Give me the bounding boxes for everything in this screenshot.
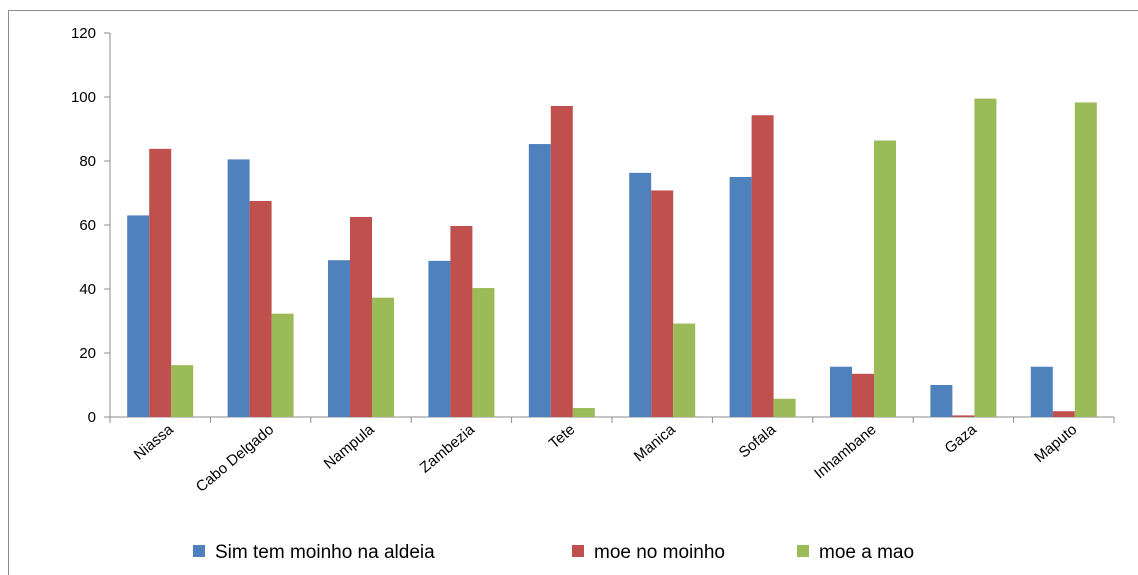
bar — [149, 148, 172, 417]
bar — [874, 140, 896, 417]
bar — [930, 385, 953, 417]
bar — [572, 408, 595, 417]
legend-swatch — [572, 545, 584, 557]
x-category-label: Cabo Delgado — [193, 421, 277, 496]
bar — [629, 172, 652, 417]
y-tick-label: 80 — [79, 153, 96, 170]
bar — [1052, 411, 1075, 417]
bar — [127, 215, 150, 417]
bar — [271, 313, 294, 417]
bar — [350, 217, 372, 417]
y-tick-label: 40 — [79, 281, 96, 298]
y-tick-label: 20 — [79, 345, 96, 362]
x-category-label: Sofala — [736, 421, 780, 462]
bar — [1074, 102, 1097, 417]
bar — [651, 190, 674, 417]
x-category-label: Niassa — [131, 421, 178, 464]
x-category-label: Gaza — [942, 421, 981, 457]
legend: Sim tem moinho na aldeia moe no moinho moe… — [193, 542, 914, 563]
x-category-label: Inhambane — [811, 421, 879, 482]
y-tick-label: 120 — [71, 25, 96, 42]
y-tick-label: 60 — [79, 217, 96, 234]
x-category-label: Tete — [546, 421, 579, 452]
bar — [974, 98, 997, 417]
chart-frame — [8, 10, 1138, 575]
bar — [227, 159, 250, 417]
bar — [528, 144, 551, 418]
y-tick-label: 100 — [71, 89, 96, 106]
x-axis: Niassa Cabo Delgado Nampula Zambezia Tete Man… — [109, 416, 1115, 496]
bar — [852, 373, 874, 417]
bar — [428, 260, 451, 417]
x-category-label: Zambezia — [417, 421, 479, 477]
bar — [249, 201, 272, 417]
y-tick-label: 0 — [88, 409, 96, 426]
bar — [773, 398, 796, 417]
bar — [472, 288, 495, 417]
bar — [328, 260, 350, 417]
bar — [830, 366, 852, 417]
legend-swatch — [797, 545, 809, 557]
bar — [450, 225, 473, 417]
bars — [127, 98, 1097, 418]
x-category-label: Nampula — [321, 421, 378, 473]
legend-swatch — [193, 545, 205, 557]
x-category-label: Manica — [631, 421, 679, 466]
legend-label: Sim tem moinho na aldeia — [215, 542, 435, 563]
bar — [1030, 366, 1053, 417]
bar — [673, 323, 696, 417]
legend-label: moe a mao — [819, 542, 914, 563]
bar — [952, 415, 975, 417]
bar — [171, 365, 194, 417]
bar — [372, 297, 394, 417]
bar — [729, 177, 752, 417]
x-category-label: Maputo — [1031, 421, 1080, 466]
bar — [550, 105, 573, 418]
legend-label: moe no moinho — [594, 542, 725, 563]
bar — [751, 115, 774, 418]
y-axis: 0 20 40 60 80 100 120 — [71, 25, 111, 426]
